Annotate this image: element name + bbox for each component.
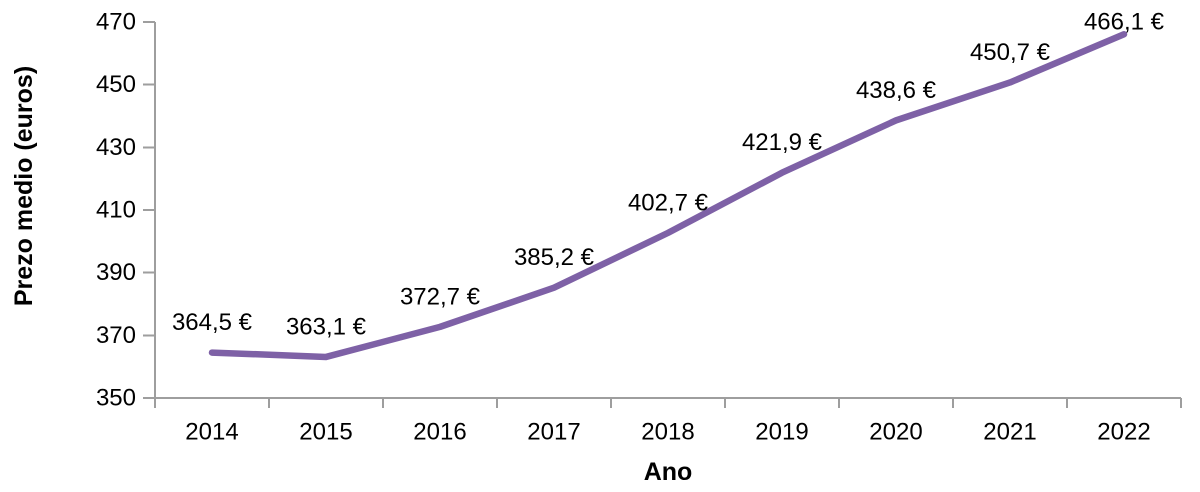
- x-tick-label: 2015: [299, 419, 352, 446]
- data-label: 363,1 €: [286, 313, 367, 340]
- x-tick-label: 2021: [983, 419, 1036, 446]
- y-tick-label: 430: [96, 134, 136, 161]
- x-tick-label: 2022: [1097, 419, 1150, 446]
- y-tick-label: 390: [96, 259, 136, 286]
- y-tick-label: 370: [96, 322, 136, 349]
- y-tick-label: 470: [96, 9, 136, 36]
- x-tick-label: 2016: [413, 419, 466, 446]
- plot-area: 350 370 390 410 430 450 470 2014 2015 2016 2017 201…: [96, 9, 1182, 446]
- x-tick-label: 2017: [527, 419, 580, 446]
- data-label: 421,9 €: [742, 129, 823, 156]
- price-line: [208, 30, 1128, 361]
- data-label: 402,7 €: [628, 189, 709, 216]
- data-label: 385,2 €: [514, 244, 595, 271]
- x-axis-title: Ano: [644, 458, 693, 486]
- x-tick-label: 2019: [755, 419, 808, 446]
- x-tick-label: 2014: [185, 419, 238, 446]
- data-label: 466,1 €: [1084, 9, 1165, 36]
- y-tick-label: 350: [96, 385, 136, 412]
- data-label: 450,7 €: [970, 39, 1051, 66]
- x-tick-label: 2018: [641, 419, 694, 446]
- data-label: 364,5 €: [172, 309, 253, 336]
- y-axis-title: Prezo medio (euros): [10, 66, 38, 306]
- x-tick-label: 2020: [869, 419, 922, 446]
- data-label: 438,6 €: [856, 77, 937, 104]
- data-label: 372,7 €: [400, 283, 481, 310]
- y-tick-label: 450: [96, 71, 136, 98]
- y-tick-label: 410: [96, 197, 136, 224]
